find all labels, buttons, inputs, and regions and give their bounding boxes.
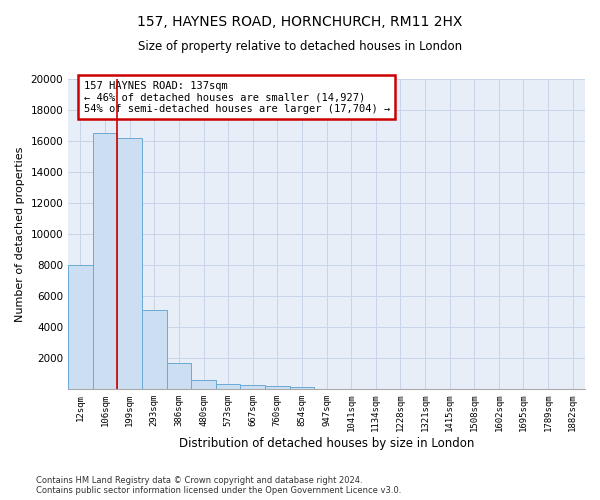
Bar [167, 362, 191, 389]
Bar [265, 386, 290, 389]
Bar [68, 265, 93, 389]
X-axis label: Distribution of detached houses by size in London: Distribution of detached houses by size … [179, 437, 474, 450]
Text: 157, HAYNES ROAD, HORNCHURCH, RM11 2HX: 157, HAYNES ROAD, HORNCHURCH, RM11 2HX [137, 15, 463, 29]
Bar [142, 310, 167, 389]
Text: 157 HAYNES ROAD: 137sqm
← 46% of detached houses are smaller (14,927)
54% of sem: 157 HAYNES ROAD: 137sqm ← 46% of detache… [83, 80, 390, 114]
Bar [290, 386, 314, 389]
Text: Contains HM Land Registry data © Crown copyright and database right 2024.
Contai: Contains HM Land Registry data © Crown c… [36, 476, 401, 495]
Bar [191, 380, 216, 389]
Bar [93, 133, 118, 389]
Bar [241, 384, 265, 389]
Y-axis label: Number of detached properties: Number of detached properties [15, 146, 25, 322]
Bar [216, 384, 241, 389]
Bar [118, 138, 142, 389]
Text: Size of property relative to detached houses in London: Size of property relative to detached ho… [138, 40, 462, 53]
